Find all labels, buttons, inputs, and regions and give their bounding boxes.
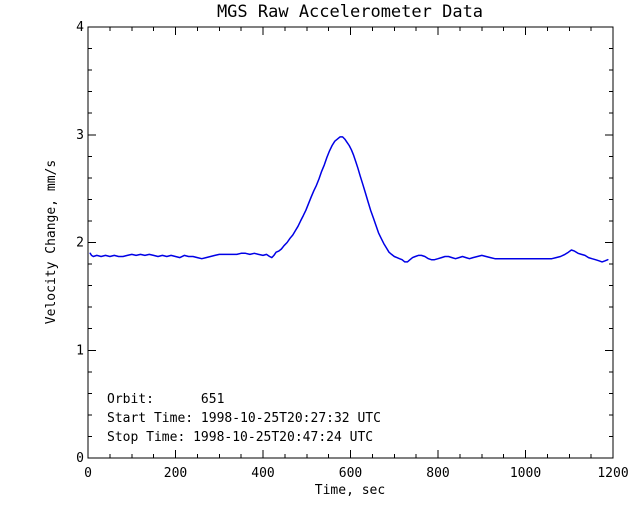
- y-tick-label: 1: [76, 343, 84, 358]
- x-axis-ticks: [87, 27, 614, 458]
- x-tick-label: 0: [84, 466, 92, 481]
- y-tick-label: 0: [76, 451, 84, 466]
- x-tick-label: 800: [426, 466, 449, 481]
- data-series-line: [89, 136, 609, 263]
- x-axis-label: Time, sec: [315, 483, 385, 498]
- annotation-start-time: Start Time: 1998-10-25T20:27:32 UTC: [107, 411, 381, 426]
- x-tick-label: 600: [339, 466, 362, 481]
- annotation-block: Orbit: 651 Start Time: 1998-10-25T20:27:…: [107, 392, 381, 445]
- annotation-orbit: Orbit: 651: [107, 392, 224, 407]
- x-axis-tick-labels: 0 200 400 600 800 1000 1200: [84, 466, 629, 481]
- y-tick-label: 2: [76, 236, 84, 251]
- y-tick-label: 3: [76, 128, 84, 143]
- y-axis-tick-labels: 0 1 2 3 4: [76, 20, 84, 466]
- x-tick-label: 1200: [597, 466, 628, 481]
- y-tick-label: 4: [76, 20, 84, 35]
- y-axis-ticks: [88, 26, 613, 459]
- x-tick-label: 1000: [510, 466, 541, 481]
- annotation-stop-time: Stop Time: 1998-10-25T20:47:24 UTC: [107, 430, 373, 445]
- chart-title: MGS Raw Accelerometer Data: [217, 2, 483, 22]
- y-axis-label: Velocity Change, mm/s: [44, 160, 59, 324]
- x-tick-label: 400: [251, 466, 274, 481]
- x-tick-label: 200: [164, 466, 187, 481]
